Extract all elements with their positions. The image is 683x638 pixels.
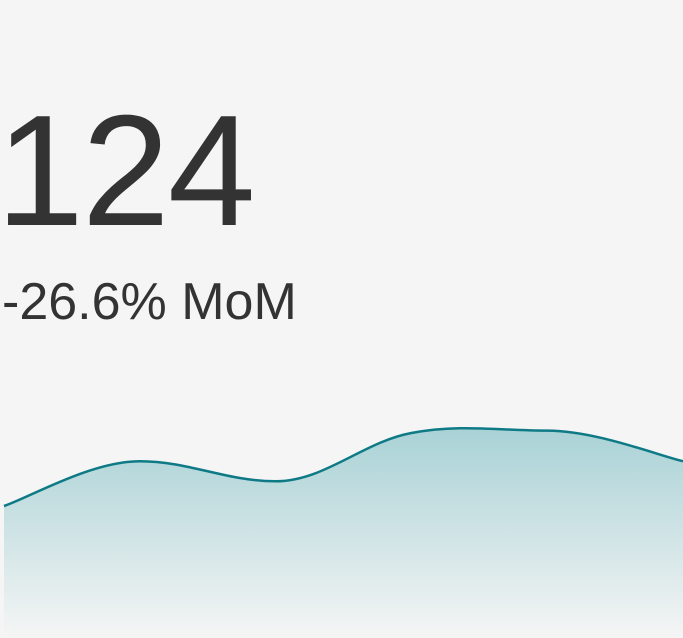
kpi-delta-mom: -26.6% MoM bbox=[2, 273, 297, 331]
sparkline-chart bbox=[3, 426, 683, 638]
sparkline-area bbox=[4, 428, 683, 638]
sparkline-line bbox=[3, 426, 683, 508]
kpi-value: 124 bbox=[0, 83, 256, 259]
